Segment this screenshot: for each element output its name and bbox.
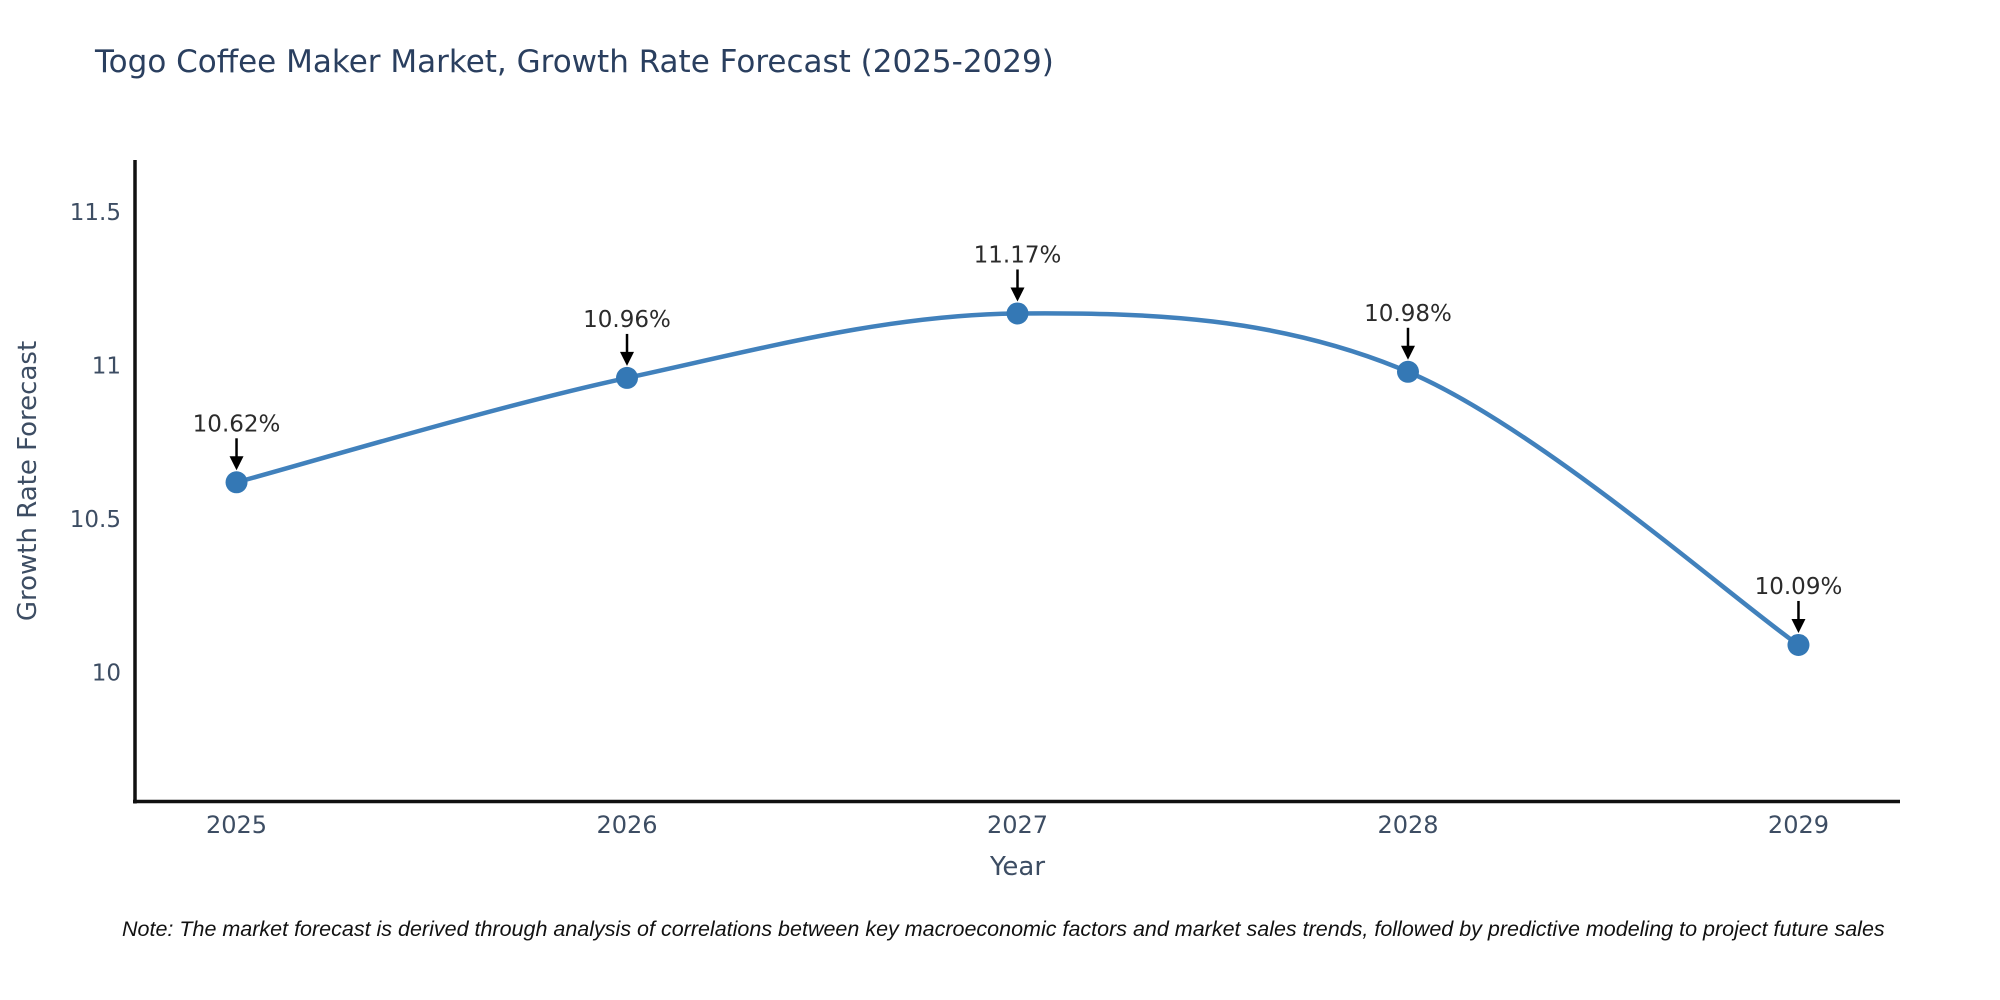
footnote: Note: The market forecast is derived thr… — [122, 917, 1885, 941]
data-point-label: 10.96% — [583, 307, 671, 333]
x-tick-label: 2027 — [987, 811, 1048, 839]
annotation-arrow-head — [1400, 345, 1415, 360]
annotation-arrow-head — [229, 456, 244, 471]
forecast-line — [234, 311, 1801, 648]
x-tick-label: 2028 — [1377, 811, 1438, 839]
y-tick-label: 11.5 — [70, 200, 121, 226]
y-tick-label: 11 — [92, 354, 121, 380]
y-tick-label: 10.5 — [70, 507, 121, 533]
data-point-marker — [225, 471, 248, 494]
data-point-marker — [1396, 360, 1419, 383]
data-point-label: 10.98% — [1364, 301, 1452, 327]
x-tick-label: 2025 — [206, 811, 267, 839]
annotation-arrow-head — [620, 351, 635, 366]
y-tick-label: 10 — [92, 661, 121, 687]
data-point-label: 10.09% — [1755, 574, 1843, 600]
x-axis-label: Year — [989, 852, 1046, 882]
annotation-arrow-head — [1010, 287, 1025, 302]
data-point-label: 11.17% — [974, 242, 1062, 268]
data-point-marker — [616, 366, 639, 389]
chart-title: Togo Coffee Maker Market, Growth Rate Fo… — [95, 44, 1054, 80]
x-tick-label: 2026 — [596, 811, 657, 839]
data-point-label: 10.62% — [193, 411, 281, 437]
x-tick-label: 2029 — [1768, 811, 1829, 839]
data-point-marker — [1787, 633, 1810, 656]
annotation-arrow-head — [1791, 618, 1806, 633]
data-point-marker — [1006, 302, 1029, 325]
